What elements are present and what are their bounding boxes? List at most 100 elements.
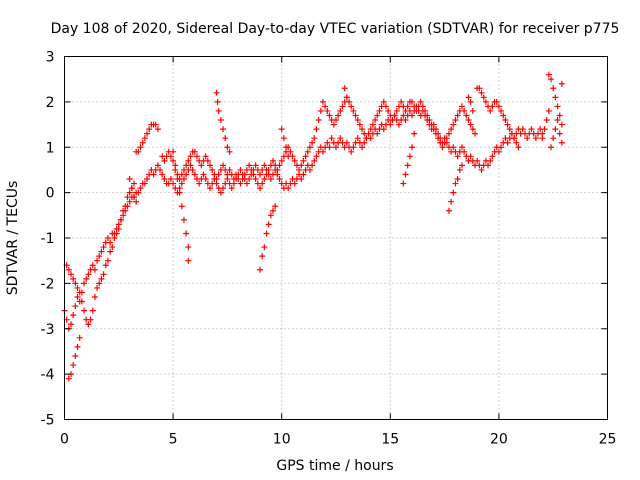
data-point-upper [443,135,450,142]
data-point-upper [445,130,452,137]
data-point-dips [550,135,557,142]
data-point-main [326,144,333,151]
data-point-main [68,321,75,328]
data-point-main [461,148,468,155]
data-point-dips [543,117,550,124]
data-point-dips [278,126,285,133]
data-point-main [359,144,366,151]
data-point-main [189,166,196,173]
data-point-dips [259,253,266,260]
data-point-dips [411,130,418,137]
data-point-upper [120,207,127,214]
data-point-upper [465,117,472,124]
data-point-dips [226,148,233,155]
data-point-upper [413,107,420,114]
data-point-main [83,275,90,282]
data-point-upper [472,130,479,137]
data-point-upper [482,98,489,105]
data-point-upper [237,180,244,187]
data-point-upper [68,271,75,278]
data-point-main [246,176,253,183]
data-point-dips [554,103,561,110]
data-point-dips [174,176,181,183]
data-point-main [89,262,96,269]
data-point-main [170,180,177,187]
data-point-upper [191,148,198,155]
data-point-upper [372,117,379,124]
data-point-dips [467,98,474,105]
data-point-upper [317,107,324,114]
data-point-upper [489,103,496,110]
data-point-upper [302,153,309,160]
data-point-main [524,135,531,142]
data-point-main [498,144,505,151]
data-point-upper [198,162,205,169]
data-point-dips [185,257,192,264]
data-point-upper [209,166,216,173]
data-point-dips [552,126,559,133]
data-point-upper [261,176,268,183]
data-point-upper [402,107,409,114]
data-point-upper [515,144,522,151]
chart-title: Day 108 of 2020, Sidereal Day-to-day VTE… [51,21,620,37]
data-point-upper [508,130,515,137]
data-point-dips [341,85,348,92]
data-point-upper [185,157,192,164]
grid [64,56,608,420]
data-point-main [141,180,148,187]
y-tick-label: -3 [41,322,55,338]
data-point-upper [220,162,227,169]
data-point-main [100,244,107,251]
data-point-upper [511,135,518,142]
y-tick-label: -5 [41,413,55,429]
data-point-upper [94,284,101,291]
data-point-main [291,180,298,187]
data-point-main [91,266,98,273]
data-point-upper [493,98,500,105]
data-point-upper [454,112,461,119]
data-point-main [81,280,88,287]
data-point-upper [333,117,339,124]
data-point-upper [461,107,468,114]
data-point-upper [367,126,374,133]
data-point-upper [263,171,270,178]
data-point-upper [369,121,376,128]
data-point-main [94,257,101,264]
data-point-upper [506,126,513,133]
y-tick-label: -1 [41,231,55,247]
data-point-upper [141,135,148,142]
data-point-dips [558,80,565,87]
data-point-upper [428,121,435,128]
data-point-main [220,185,227,192]
data-point-upper [374,112,381,119]
data-point-upper [78,298,85,305]
data-point-upper [70,275,77,282]
data-point-main [217,189,224,196]
data-point-dips [131,194,138,201]
data-point-upper [85,321,92,328]
plot-frame [64,56,608,420]
data-point-upper [146,126,153,133]
data-point-dips [185,244,192,251]
data-point-upper [107,248,114,255]
data-point-upper [409,98,416,105]
data-point-dips [214,98,221,105]
data-point-upper [300,157,307,164]
data-point-main [450,144,457,151]
data-point-dips [176,189,183,196]
data-point-upper [296,166,303,173]
data-point-upper [330,121,337,128]
data-point-upper [115,225,122,232]
data-point-main [309,162,316,169]
data-point-main [350,144,357,151]
data-point-main [458,144,465,151]
data-point-main [528,126,535,133]
data-point-upper [363,135,370,142]
data-point-main [104,235,111,241]
data-point-main [252,162,259,169]
data-point-upper [259,180,266,187]
data-point-main [495,148,502,155]
data-point-dips [178,203,185,210]
data-point-dips [270,207,277,214]
data-point-main [337,135,344,142]
